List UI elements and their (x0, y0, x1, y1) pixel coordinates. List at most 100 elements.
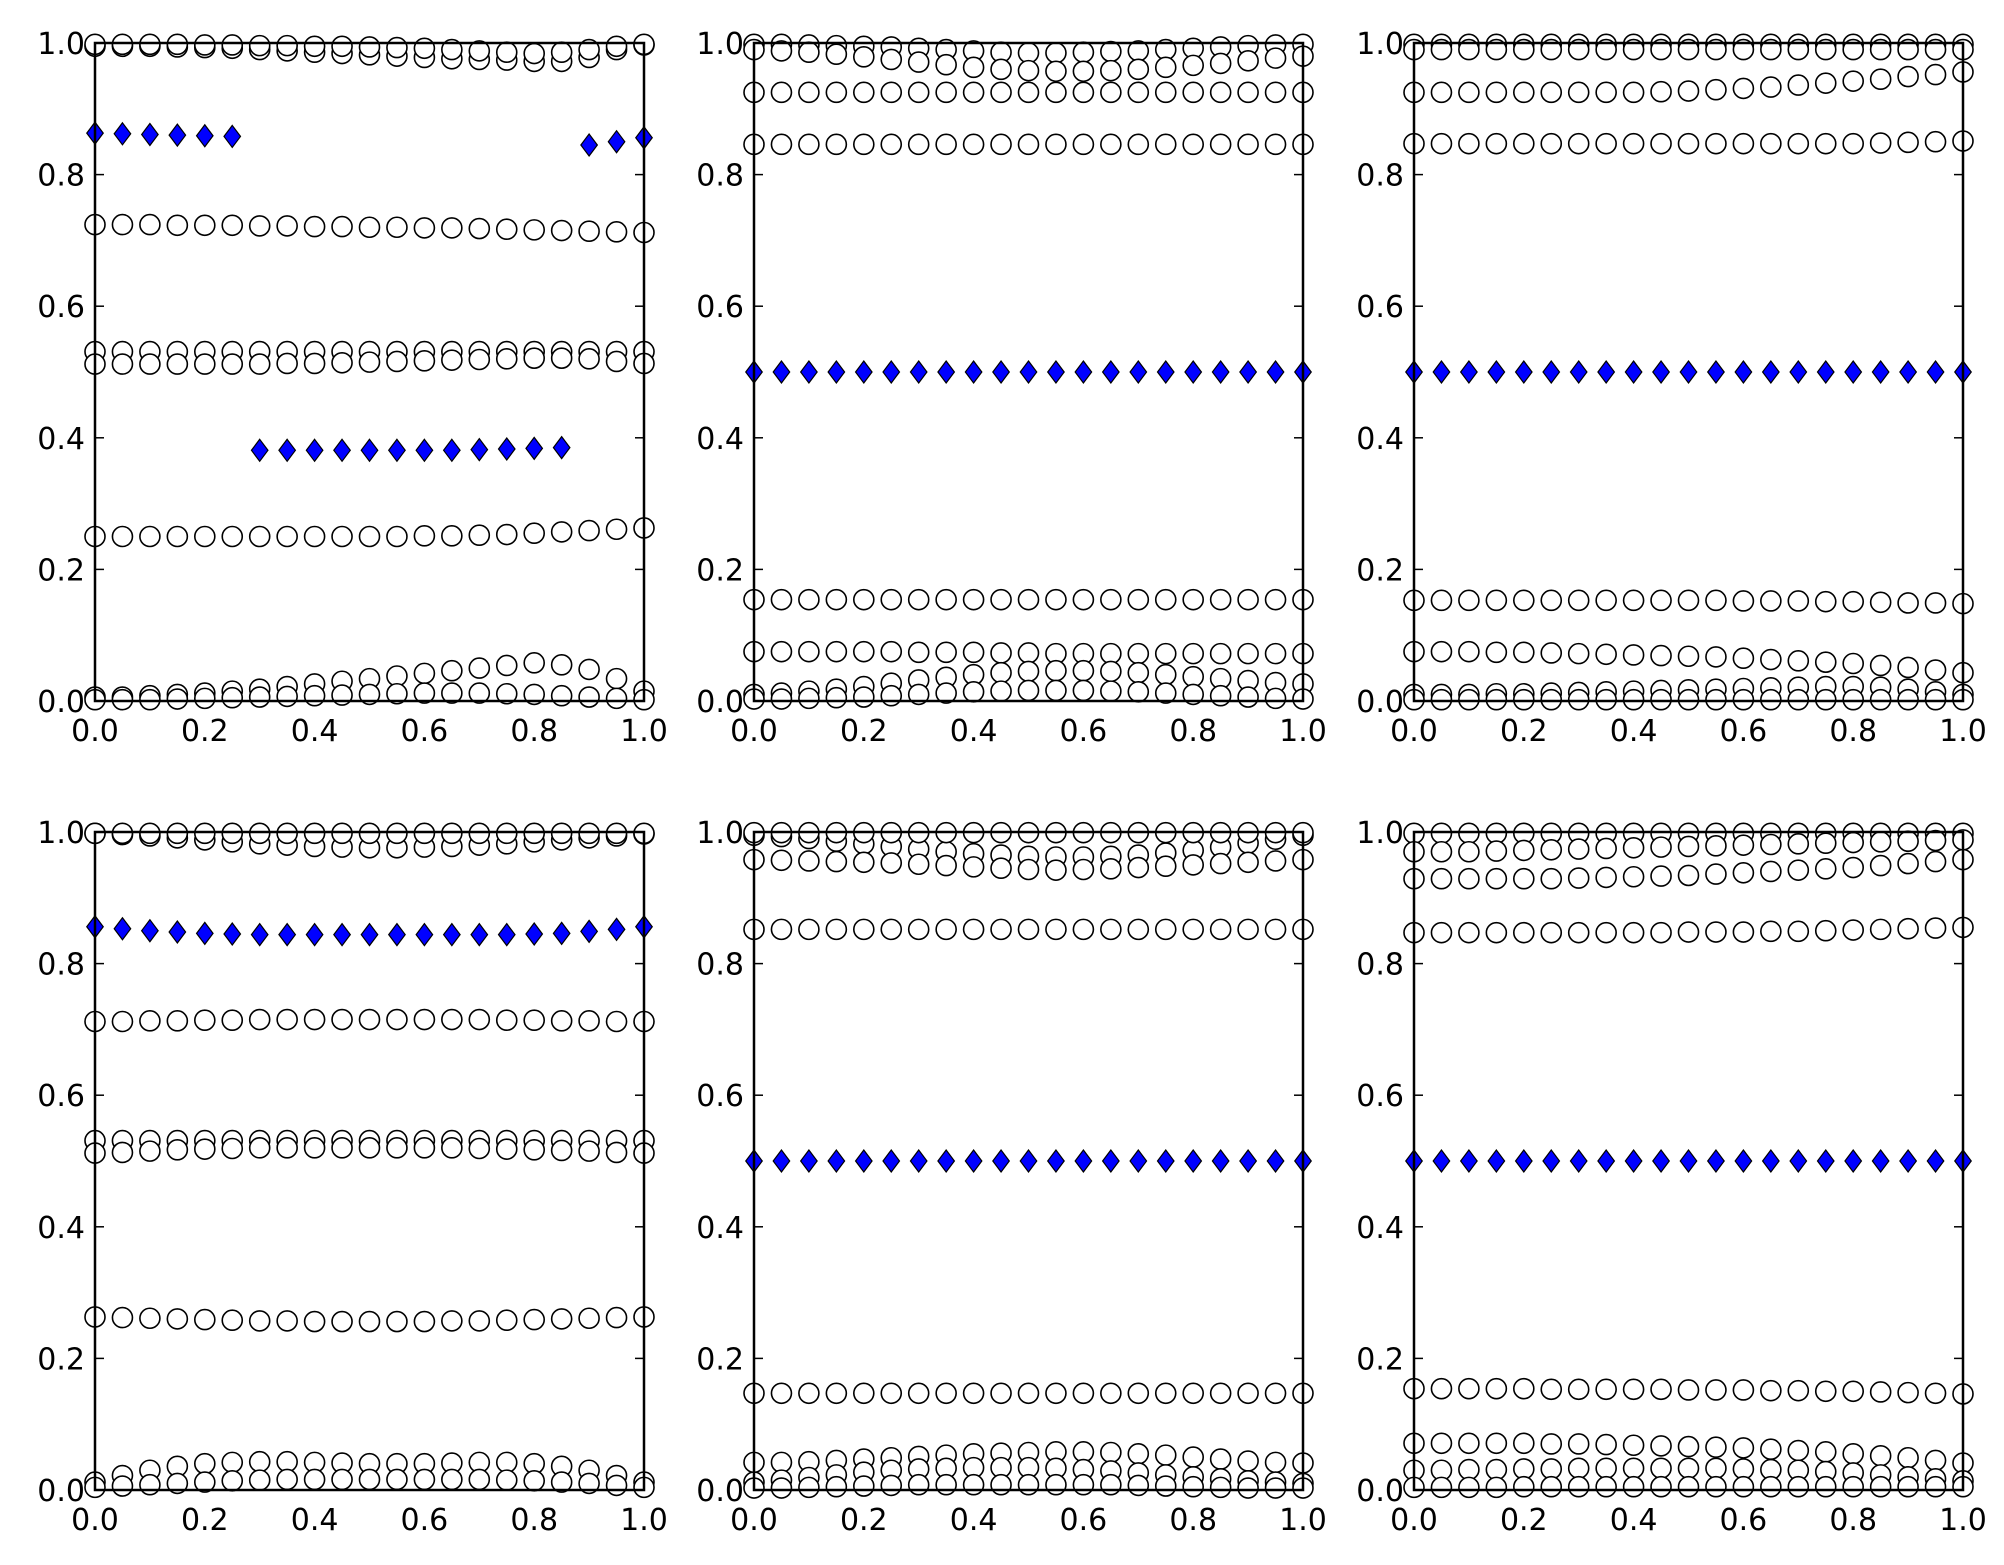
circle-point (1732, 834, 1755, 856)
circle-point (1127, 856, 1150, 879)
circle-point (825, 918, 848, 941)
diamond-point (250, 922, 269, 947)
circle-point (495, 1469, 518, 1491)
circle-point (990, 661, 1012, 684)
circle-point (1017, 133, 1040, 156)
circle-point (1650, 1457, 1672, 1480)
circle-point (1869, 1444, 1892, 1467)
x-tick-label: 0.6 (401, 1503, 449, 1538)
circle-point (386, 822, 408, 845)
circle-point (550, 822, 573, 845)
circle-point (248, 1310, 271, 1332)
diamond-point (1432, 360, 1451, 384)
circle-point (990, 81, 1012, 104)
circle-point (825, 850, 848, 873)
panel-bottom-right: 0.0 0.2 0.4 0.6 0.8 1.0 0.0 0.2 0.4 0.6 0.8 1.0 (1356, 816, 1987, 1538)
circle-point (1100, 59, 1122, 82)
circle-point (1650, 80, 1672, 103)
x-tick-label: 0.6 (401, 714, 449, 749)
circle-point (1650, 644, 1672, 667)
circle-point (1814, 832, 1837, 854)
circle-point (468, 1008, 491, 1031)
circle-point (1869, 654, 1892, 677)
circle-point (1814, 858, 1837, 880)
circle-point (194, 1471, 216, 1493)
circle-point (1869, 38, 1892, 61)
circle-point (1100, 680, 1122, 702)
circle-point (880, 684, 903, 707)
circle-point (1237, 49, 1259, 72)
circle-point (1154, 1444, 1177, 1466)
circle-point (139, 525, 161, 548)
circle-point (1732, 590, 1755, 612)
circle-point (1567, 688, 1590, 711)
circle-point (990, 918, 1012, 941)
circle-point (605, 350, 628, 373)
circle-point (248, 686, 271, 708)
circle-point (1567, 1433, 1590, 1455)
circle-point (962, 1382, 985, 1405)
x-tick-label: 0.0 (1390, 1503, 1438, 1538)
diamond-point (1459, 1149, 1478, 1173)
circle-point (1787, 650, 1810, 672)
circle-point (1567, 1475, 1590, 1498)
circle-point (1485, 867, 1508, 890)
circle-point (1787, 920, 1810, 943)
circle-point (550, 219, 573, 242)
diamond-point (1074, 360, 1093, 384)
y-tick-label: 0.2 (696, 553, 744, 588)
circle-point (1814, 688, 1837, 711)
circle-point (441, 682, 463, 704)
diamond-point (964, 360, 983, 384)
circle-point (1705, 1457, 1727, 1480)
circle-point (331, 525, 353, 548)
circle-point (386, 1468, 408, 1491)
circle-point (1677, 132, 1700, 155)
circle-point (770, 1477, 793, 1499)
circle-point (1705, 132, 1727, 155)
diamond-point (772, 360, 791, 384)
circle-point (1540, 867, 1563, 890)
circle-point (1237, 642, 1259, 665)
circle-point (1209, 918, 1232, 941)
circle-point (1154, 642, 1177, 665)
circle-point (550, 1471, 573, 1493)
circle-point (276, 34, 298, 57)
circle-point (1897, 131, 1919, 154)
y-tick-label: 1.0 (696, 816, 744, 851)
y-tick-label: 0.0 (1356, 1474, 1404, 1509)
circle-point (276, 525, 298, 548)
circle-point (1485, 688, 1508, 711)
circle-point (495, 1009, 518, 1031)
circle-point (1924, 688, 1947, 711)
circle-point (1814, 651, 1837, 673)
circle-point (1017, 1473, 1040, 1496)
circle-point (358, 1137, 381, 1159)
circle-point (1485, 921, 1508, 944)
circle-point (1705, 1379, 1727, 1401)
circle-point (386, 216, 408, 239)
circle-point (166, 1472, 189, 1495)
circle-point (1100, 133, 1122, 156)
y-tick-label: 0.2 (37, 553, 85, 588)
diamond-point (1156, 360, 1175, 384)
circle-point (303, 525, 326, 548)
circle-point (276, 685, 298, 708)
circle-point (441, 1008, 463, 1031)
circle-point (139, 688, 161, 711)
circle-point (1814, 1475, 1837, 1498)
diamond-point (1816, 1149, 1835, 1173)
circle-point (1045, 60, 1067, 83)
circle-point (1622, 688, 1645, 711)
circle-point (1458, 589, 1480, 612)
circle-point (1485, 38, 1508, 61)
circle-point (962, 641, 985, 664)
x-tick-label: 0.2 (840, 1503, 888, 1538)
circle-point (1567, 81, 1590, 104)
circle-point (194, 1138, 216, 1160)
circle-point (1622, 836, 1645, 859)
circle-point (441, 659, 463, 682)
circle-point (1677, 80, 1700, 102)
circle-point (358, 36, 381, 58)
circle-point (1430, 840, 1453, 863)
